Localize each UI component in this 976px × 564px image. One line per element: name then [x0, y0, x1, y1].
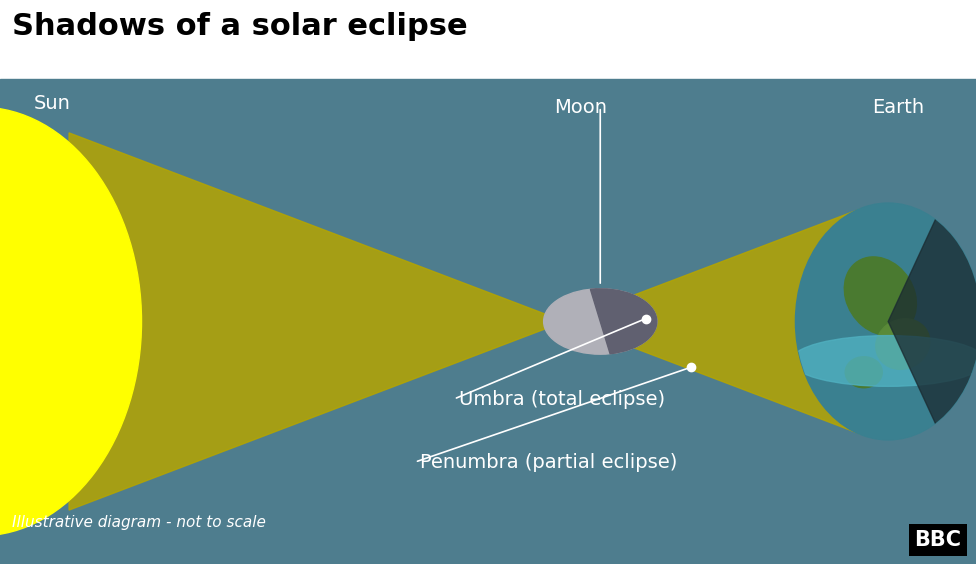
Text: Illustrative diagram - not to scale: Illustrative diagram - not to scale — [12, 515, 265, 530]
Wedge shape — [888, 205, 976, 438]
Text: Earth: Earth — [872, 98, 924, 117]
Ellipse shape — [844, 257, 916, 335]
Ellipse shape — [845, 357, 882, 388]
Ellipse shape — [791, 336, 976, 386]
Text: BBC: BBC — [915, 530, 961, 550]
Text: Moon: Moon — [554, 98, 607, 117]
Text: Umbra (total eclipse): Umbra (total eclipse) — [459, 390, 665, 408]
Polygon shape — [565, 294, 606, 349]
Polygon shape — [69, 133, 861, 510]
Circle shape — [544, 289, 657, 354]
Text: Penumbra (partial eclipse): Penumbra (partial eclipse) — [420, 453, 677, 472]
Bar — [0, 0, 976, 79]
Ellipse shape — [795, 203, 976, 440]
Ellipse shape — [875, 319, 930, 369]
Bar — [0, 79, 976, 564]
Ellipse shape — [0, 107, 142, 536]
Text: Sun: Sun — [34, 94, 71, 112]
Text: Shadows of a solar eclipse: Shadows of a solar eclipse — [12, 12, 468, 41]
Wedge shape — [590, 289, 657, 354]
